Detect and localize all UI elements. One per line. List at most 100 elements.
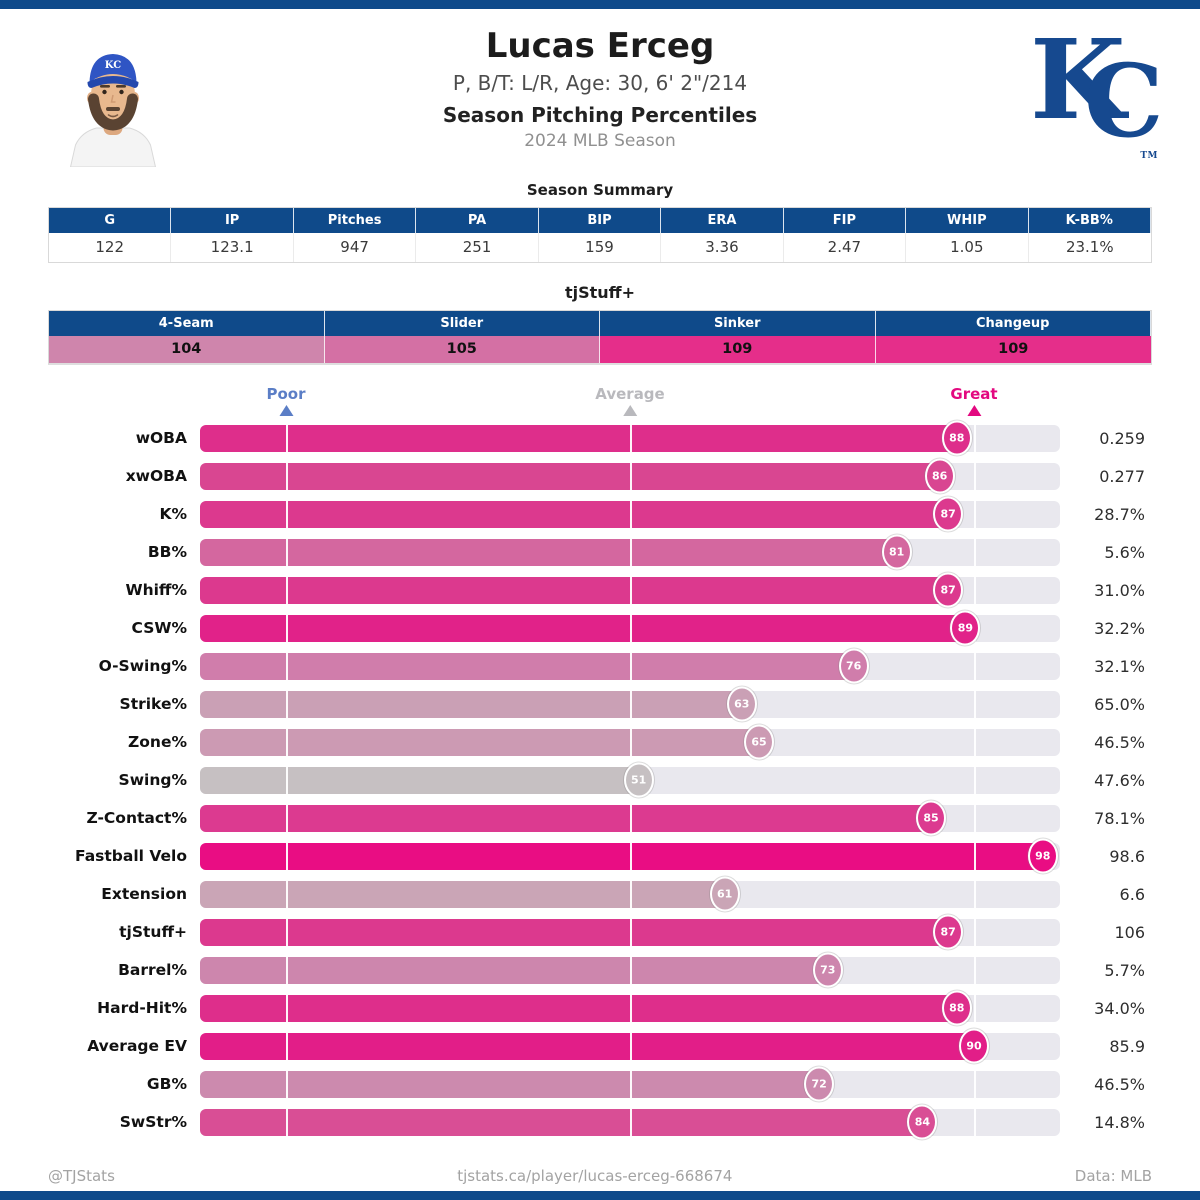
percentile-row: Whiff% 87 31.0%: [0, 571, 1200, 609]
reference-line-90: [974, 652, 976, 680]
percentile-track: 65: [200, 724, 1060, 760]
summary-column-header: G: [49, 208, 172, 233]
percentile-badge: 72: [804, 1066, 835, 1102]
percentile-badge: 87: [933, 572, 964, 608]
percentile-row: O-Swing% 76 32.1%: [0, 647, 1200, 685]
metric-label: Whiff%: [125, 581, 187, 599]
reference-line-90: [974, 690, 976, 718]
percentile-track: 84: [200, 1104, 1060, 1140]
tjstuff-value-cell: 104: [49, 336, 325, 363]
reference-line-10: [286, 1032, 288, 1060]
percentile-badge: 86: [924, 458, 955, 494]
metric-value: 47.6%: [1094, 770, 1145, 790]
percentile-fill: [200, 918, 949, 946]
percentile-fill: [200, 728, 759, 756]
reference-line-50: [630, 614, 632, 642]
reference-line-50: [630, 576, 632, 604]
reference-line-50: [630, 728, 632, 756]
axis-marker-average: Average: [595, 385, 665, 416]
percentile-row: Z-Contact% 85 78.1%: [0, 799, 1200, 837]
percentile-row: tjStuff+ 87 106: [0, 913, 1200, 951]
season-label: 2024 MLB Season: [524, 131, 676, 152]
percentile-row: SwStr% 84 14.8%: [0, 1103, 1200, 1141]
reference-line-10: [286, 956, 288, 984]
percentile-track: 51: [200, 762, 1060, 798]
percentile-fill: [200, 652, 854, 680]
percentile-badge: 63: [726, 686, 757, 722]
reference-line-10: [286, 614, 288, 642]
svg-text:KC: KC: [105, 60, 121, 71]
metric-label: Zone%: [128, 733, 187, 751]
percentile-track: 87: [200, 572, 1060, 608]
percentile-badge: 61: [709, 876, 740, 912]
reference-line-90: [974, 424, 976, 452]
footer: @TJStats tjstats.ca/player/lucas-erceg-6…: [48, 1167, 1152, 1185]
summary-column-header: K-BB%: [1028, 208, 1151, 233]
percentile-track: 90: [200, 1028, 1060, 1064]
percentile-badge: 89: [950, 610, 981, 646]
percentile-row: Strike% 63 65.0%: [0, 685, 1200, 723]
reference-line-90: [974, 880, 976, 908]
summary-column-header: Pitches: [293, 208, 417, 233]
percentile-track: 63: [200, 686, 1060, 722]
reference-line-50: [630, 880, 632, 908]
percentile-fill: [200, 462, 940, 490]
reference-line-50: [630, 462, 632, 490]
summary-column-header: WHIP: [906, 208, 1029, 233]
metric-label: Fastball Velo: [75, 847, 187, 865]
percentile-fill: [200, 1070, 820, 1098]
percentile-track: 76: [200, 648, 1060, 684]
team-logo: K C TM: [1030, 15, 1164, 167]
metric-value: 85.9: [1109, 1036, 1145, 1056]
percentile-fill: [200, 424, 957, 452]
percentile-fill: [200, 614, 966, 642]
metric-label: xwOBA: [125, 467, 187, 485]
axis-marker-great: Great: [950, 385, 998, 416]
metric-value: 78.1%: [1094, 808, 1145, 828]
percentile-row: BB% 81 5.6%: [0, 533, 1200, 571]
reference-line-50: [630, 1108, 632, 1136]
metric-label: CSW%: [131, 619, 187, 637]
tjstuff-value-cell: 109: [875, 336, 1151, 363]
reference-line-90: [974, 918, 976, 946]
percentile-chart: wOBA 88 0.259 xwOBA 86 0.277 K% 87 28.7% BB% 81 5.6…: [0, 419, 1200, 1141]
team-logo-letter-k: K: [1030, 15, 1126, 144]
percentile-fill: [200, 576, 949, 604]
percentile-fill: [200, 842, 1043, 870]
metric-value: 5.6%: [1104, 542, 1145, 562]
player-name: Lucas Erceg: [485, 26, 715, 66]
reference-line-10: [286, 538, 288, 566]
reference-line-50: [630, 424, 632, 452]
metric-label: Average EV: [87, 1037, 187, 1055]
summary-value-cell: 251: [416, 233, 539, 262]
percentile-track: 85: [200, 800, 1060, 836]
metric-label: O-Swing%: [98, 657, 187, 675]
summary-value-cell: 1.05: [906, 233, 1029, 262]
percentile-badge: 76: [838, 648, 869, 684]
metric-label: GB%: [146, 1075, 187, 1093]
axis-marker-poor: Poor: [266, 385, 306, 416]
tjstuff-value-cell: 105: [324, 336, 600, 363]
summary-value-cell: 3.36: [661, 233, 784, 262]
reference-line-90: [974, 538, 976, 566]
summary-column-header: ERA: [661, 208, 784, 233]
percentile-badge: 90: [959, 1028, 989, 1064]
metric-label: Z-Contact%: [86, 809, 187, 827]
reference-line-50: [630, 804, 632, 832]
metric-label: Extension: [101, 885, 187, 903]
percentile-badge: 85: [916, 800, 946, 836]
metric-label: tjStuff+: [119, 923, 187, 941]
reference-line-10: [286, 1070, 288, 1098]
reference-line-50: [630, 994, 632, 1022]
summary-column-header: FIP: [783, 208, 907, 233]
reference-line-90: [974, 728, 976, 756]
reference-line-90: [974, 1070, 976, 1098]
percentile-row: Extension 61 6.6: [0, 875, 1200, 913]
metric-value: 14.8%: [1094, 1112, 1145, 1132]
metric-value: 0.277: [1099, 466, 1145, 486]
reference-line-10: [286, 842, 288, 870]
header: KC Lucas Erceg P, B/T: L/R, Age: 30, 6' …: [0, 9, 1200, 168]
metric-label: K%: [159, 505, 187, 523]
team-logo-letter-c: C: [1084, 42, 1164, 160]
metric-value: 34.0%: [1094, 998, 1145, 1018]
